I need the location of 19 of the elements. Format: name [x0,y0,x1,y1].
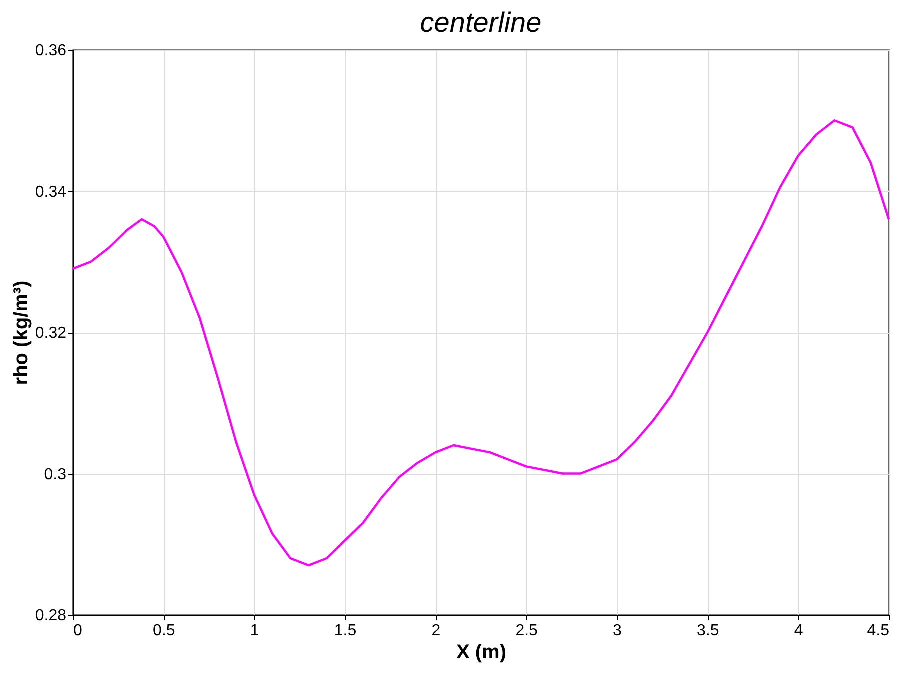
x-tick-label: 0 [74,622,82,640]
y-tick-label: 0.36 [35,42,67,60]
x-tick-label: 3.5 [697,622,720,640]
y-tick-label: 0.34 [35,184,67,201]
chart-title: centerline [420,7,542,38]
x-tick-label: 0.5 [153,622,176,640]
y-tick-label: 0.3 [44,466,67,484]
x-axis-title: X (m) [456,642,506,664]
x-tick-label: 1 [250,622,260,640]
x-tick-label: 4.5 [867,622,890,640]
x-tick-label: 4 [794,622,804,640]
x-tick-label: 1.5 [334,622,357,640]
x-tick-label: 3 [613,622,622,640]
y-tick-label: 0.28 [35,608,67,624]
x-tick-label: 2 [432,622,441,640]
line-series [72,120,890,567]
y-axis-title: rho (kg/m³) [10,280,32,386]
y-tick-label: 0.32 [35,325,67,342]
x-tick-label: 2.5 [516,622,538,640]
